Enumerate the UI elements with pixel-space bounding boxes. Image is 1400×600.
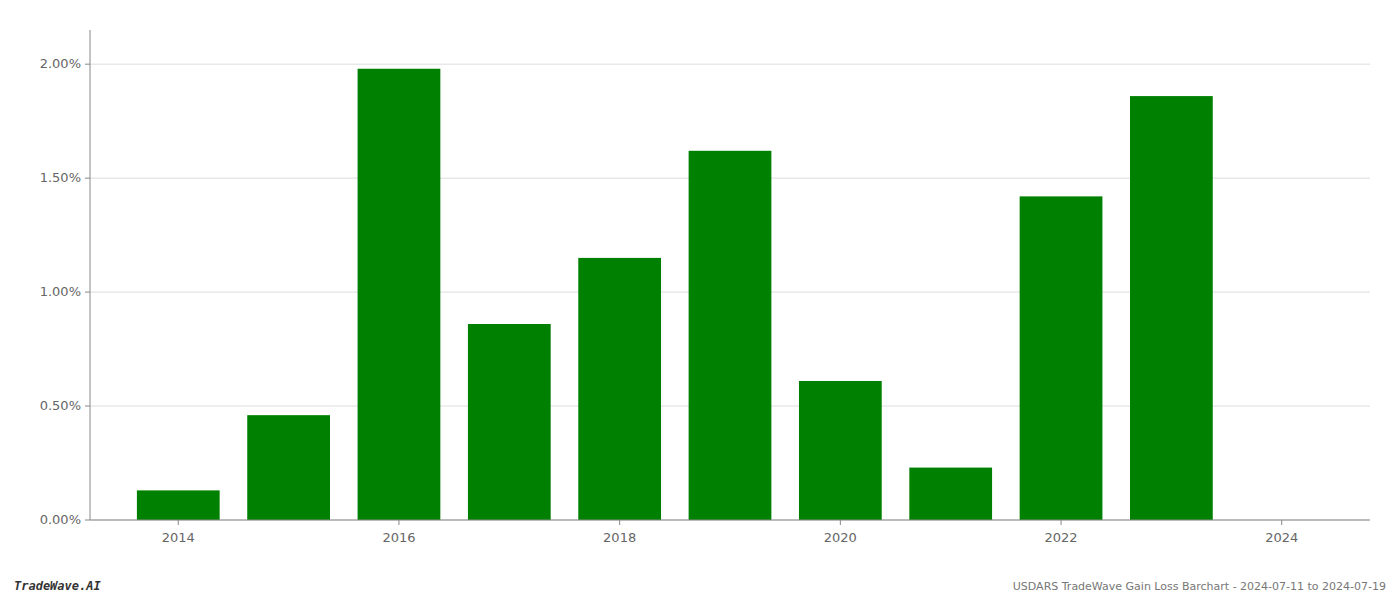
y-tick <box>85 64 90 65</box>
chart-container: 0.00% 0.50% 1.00% 1.50% 2.00% 2014 2016 2018 202… <box>0 0 1400 600</box>
x-tick <box>1281 520 1282 525</box>
bar <box>358 69 441 520</box>
axes: 0.00% 0.50% 1.00% 1.50% 2.00% 2014 2016 2018 202… <box>40 30 1370 545</box>
bar <box>247 415 330 520</box>
x-tick-label: 2020 <box>824 530 857 545</box>
bar <box>909 468 992 520</box>
x-tick <box>619 520 620 525</box>
x-tick <box>398 520 399 525</box>
grid <box>90 64 1370 520</box>
x-axis-line <box>90 520 1370 521</box>
y-tick-label: 2.00% <box>40 56 81 71</box>
x-tick <box>840 520 841 525</box>
y-tick-label: 0.00% <box>40 512 81 527</box>
bar <box>689 151 772 520</box>
grid-line <box>90 520 1370 521</box>
annotations: TradeWave.AI USDARS TradeWave Gain Loss B… <box>14 579 1386 593</box>
brand-text: TradeWave.AI <box>14 579 101 593</box>
bars <box>137 69 1213 520</box>
bar <box>1020 196 1103 520</box>
x-tick-label: 2016 <box>382 530 415 545</box>
y-tick <box>85 406 90 407</box>
x-tick <box>178 520 179 525</box>
x-tick-label: 2014 <box>162 530 195 545</box>
grid-line <box>90 64 1370 65</box>
y-tick-label: 0.50% <box>40 398 81 413</box>
bar <box>1130 96 1213 520</box>
x-tick <box>1061 520 1062 525</box>
bar <box>578 258 661 520</box>
y-axis-line <box>90 30 91 520</box>
chart-svg: 0.00% 0.50% 1.00% 1.50% 2.00% 2014 2016 2018 202… <box>0 0 1400 600</box>
y-tick-label: 1.00% <box>40 284 81 299</box>
bar <box>137 490 220 520</box>
x-tick-label: 2022 <box>1044 530 1077 545</box>
x-tick-label: 2024 <box>1265 530 1298 545</box>
y-tick <box>85 178 90 179</box>
x-tick-label: 2018 <box>603 530 636 545</box>
caption-text: USDARS TradeWave Gain Loss Barchart - 20… <box>1013 580 1386 593</box>
y-tick <box>85 520 90 521</box>
y-tick-label: 1.50% <box>40 170 81 185</box>
y-tick <box>85 292 90 293</box>
bar <box>468 324 551 520</box>
bar <box>799 381 882 520</box>
